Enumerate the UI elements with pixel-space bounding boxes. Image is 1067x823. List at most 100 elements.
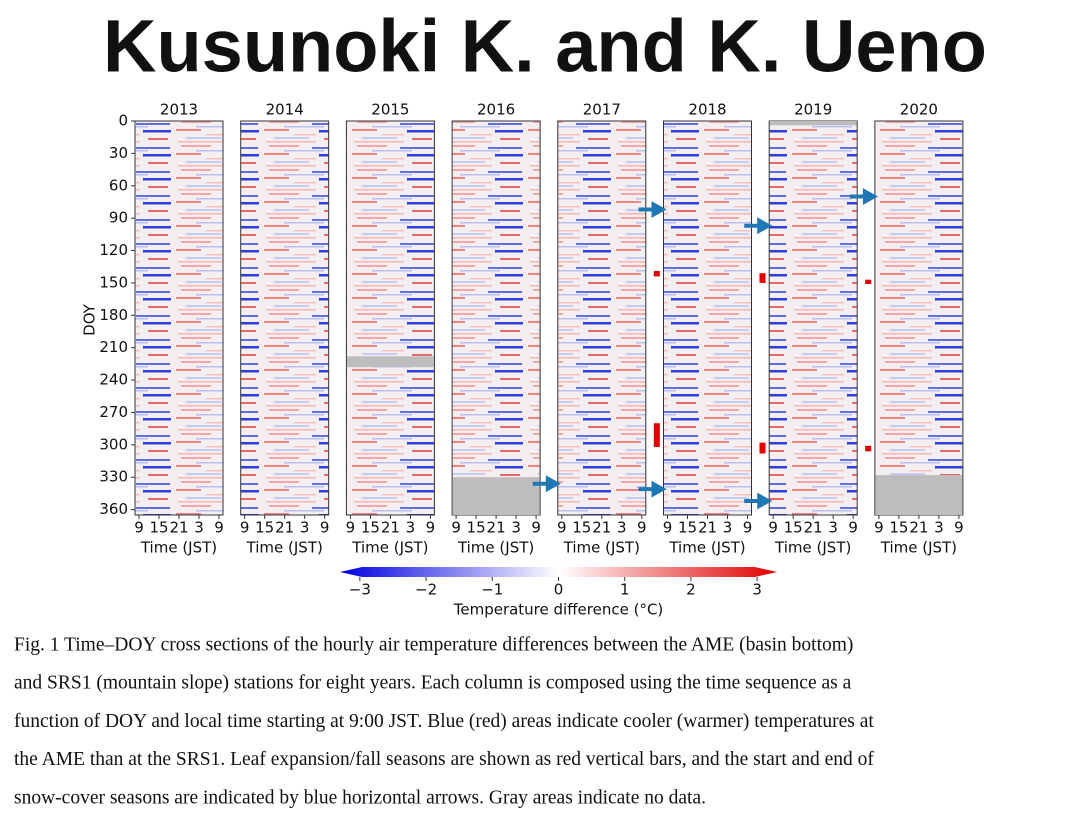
panel-year: 2017 <box>583 101 621 119</box>
colorbar-tick-label: −2 <box>415 581 437 599</box>
caption-line: function of DOY and local time starting … <box>14 711 874 732</box>
x-axis-label: Time (JST) <box>457 539 534 557</box>
y-tick-label: 180 <box>99 306 128 324</box>
y-tick-label: 60 <box>109 176 128 194</box>
x-tick-label: 21 <box>804 519 823 537</box>
snow-arrow <box>744 492 773 510</box>
x-tick-label: 9 <box>637 519 647 537</box>
x-tick-label: 9 <box>320 519 330 537</box>
x-tick-label: 9 <box>346 519 356 537</box>
x-axis-label: Time (JST) <box>563 539 640 557</box>
x-tick-label: 21 <box>275 519 294 537</box>
heatmap-panel <box>240 120 330 516</box>
colorbar-tick-label: 2 <box>686 581 696 599</box>
colorbar-tick-label: 3 <box>752 581 762 599</box>
no-data-area <box>346 356 434 368</box>
heatmap-panel <box>557 120 647 516</box>
colorbar-tick-label: 1 <box>620 581 630 599</box>
caption-line: Fig. 1 Time–DOY cross sections of the ho… <box>14 634 853 655</box>
y-tick-label: 0 <box>118 112 128 130</box>
x-tick-label: 15 <box>572 519 591 537</box>
x-axis-label: Time (JST) <box>880 539 957 557</box>
x-axis-label: Time (JST) <box>246 539 323 557</box>
no-data-area <box>769 121 857 126</box>
x-tick-label: 9 <box>768 519 778 537</box>
x-tick-label: 3 <box>194 519 204 537</box>
y-tick-label: 210 <box>99 338 128 356</box>
x-tick-label: 9 <box>874 519 884 537</box>
title: Kusunoki K. and K. Ueno <box>103 5 987 88</box>
x-tick-label: 21 <box>909 519 928 537</box>
x-tick-label: 15 <box>149 519 168 537</box>
x-tick-label: 9 <box>954 519 964 537</box>
panel-year: 2014 <box>266 101 304 119</box>
panel-year: 2013 <box>160 101 198 119</box>
x-tick-label: 9 <box>848 519 858 537</box>
y-tick-label: 300 <box>99 435 128 453</box>
x-tick-label: 21 <box>592 519 611 537</box>
y-tick-label: 120 <box>99 241 128 259</box>
x-tick-label: 3 <box>406 519 416 537</box>
x-axis-label: Time (JST) <box>668 539 745 557</box>
x-tick-label: 15 <box>784 519 803 537</box>
panel-year: 2018 <box>688 101 726 119</box>
x-tick-label: 9 <box>557 519 567 537</box>
panel-year: 2019 <box>794 101 832 119</box>
x-tick-label: 15 <box>467 519 486 537</box>
heatmap-panel <box>663 120 752 516</box>
leaf-bar <box>653 271 660 277</box>
heatmap-panel <box>874 120 964 516</box>
snow-arrow <box>532 475 561 493</box>
y-axis-label: DOY <box>81 303 99 336</box>
y-tick-label: 30 <box>109 144 128 162</box>
x-tick-label: 3 <box>934 519 944 537</box>
colorbar <box>340 567 777 577</box>
x-tick-label: 21 <box>381 519 400 537</box>
snow-arrow <box>744 217 773 235</box>
y-tick-label: 240 <box>99 371 128 389</box>
heatmap-panel <box>768 120 858 516</box>
x-tick-label: 9 <box>663 519 673 537</box>
x-tick-label: 9 <box>214 519 224 537</box>
x-tick-label: 21 <box>698 519 717 537</box>
no-data-area <box>875 475 963 515</box>
x-tick-label: 9 <box>531 519 541 537</box>
x-tick-label: 3 <box>300 519 310 537</box>
colorbar-label: Temperature difference (°C) <box>453 601 664 619</box>
x-tick-label: 21 <box>487 519 506 537</box>
y-tick-label: 150 <box>99 273 128 291</box>
x-tick-label: 15 <box>361 519 380 537</box>
colorbar-tick-label: 0 <box>554 581 564 599</box>
y-tick-label: 360 <box>99 500 128 518</box>
caption-line: snow-cover seasons are indicated by blue… <box>14 787 706 808</box>
panel-year: 2015 <box>371 101 409 119</box>
x-tick-label: 21 <box>169 519 188 537</box>
x-tick-label: 3 <box>828 519 838 537</box>
leaf-bar <box>865 279 872 284</box>
caption-line: the AME than at the SRS1. Leaf expansion… <box>14 749 874 770</box>
x-tick-label: 9 <box>134 519 144 537</box>
x-axis-label: Time (JST) <box>140 539 217 557</box>
y-tick-label: 330 <box>99 468 128 486</box>
x-tick-label: 15 <box>678 519 697 537</box>
x-tick-label: 15 <box>889 519 908 537</box>
caption-line: and SRS1 (mountain slope) stations for e… <box>14 673 852 694</box>
y-tick-label: 270 <box>99 403 128 421</box>
x-tick-label: 9 <box>451 519 461 537</box>
leaf-bar <box>653 423 660 447</box>
x-tick-label: 9 <box>743 519 753 537</box>
heatmap-panel <box>134 120 224 516</box>
heatmap-panel <box>345 120 435 516</box>
x-tick-label: 9 <box>426 519 436 537</box>
snow-arrow <box>638 480 667 498</box>
x-tick-label: 9 <box>240 519 250 537</box>
y-tick-label: 90 <box>109 209 128 227</box>
x-tick-label: 3 <box>617 519 627 537</box>
snow-arrow <box>849 188 879 205</box>
x-axis-label: Time (JST) <box>351 539 428 557</box>
colorbar-tick-label: −3 <box>349 581 371 599</box>
leaf-bar <box>865 445 872 452</box>
colorbar-tick-label: −1 <box>481 581 503 599</box>
